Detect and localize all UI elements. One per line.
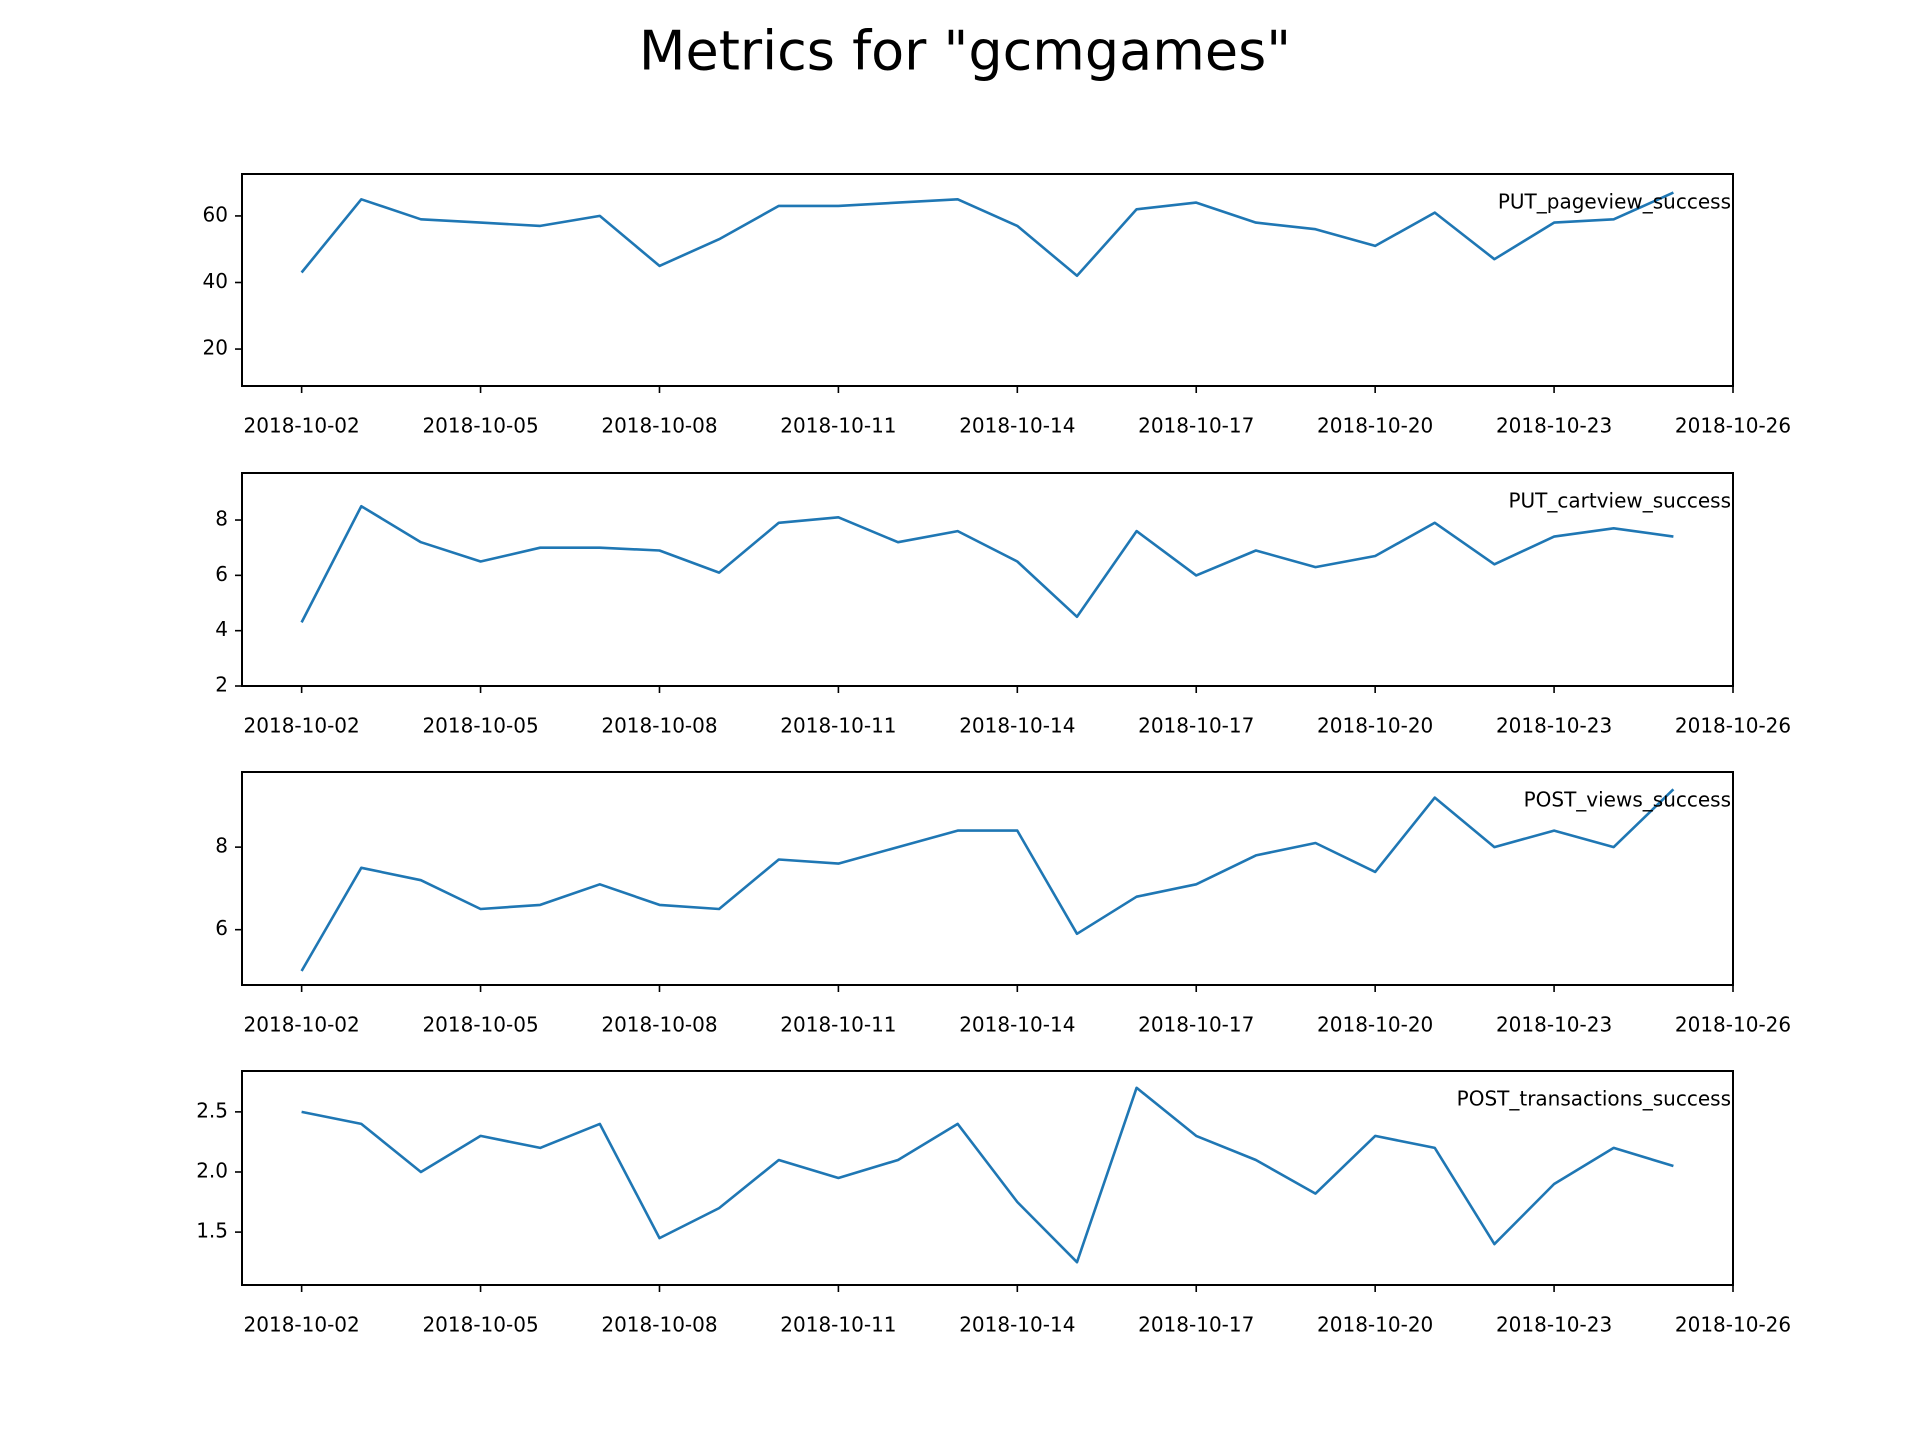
data-line	[300, 191, 1674, 278]
x-tick-label: 2018-10-14	[959, 714, 1075, 738]
x-tick-label: 2018-10-26	[1675, 1013, 1791, 1037]
x-tick-label: 2018-10-23	[1496, 1013, 1612, 1037]
y-tick-label: 2	[215, 673, 228, 697]
x-tick-label: 2018-10-14	[959, 1313, 1075, 1337]
x-tick-label: 2018-10-02	[244, 714, 360, 738]
x-tick-label: 2018-10-20	[1317, 414, 1433, 438]
subplot: POST_views_success 2018-10-02 2018-10-05 20…	[215, 771, 1791, 1037]
x-tick-label: 2018-10-20	[1317, 1013, 1433, 1037]
series-annotation: PUT_cartview_success	[1508, 489, 1731, 513]
x-tick-label: 2018-10-02	[244, 1013, 360, 1037]
axes-frame	[241, 472, 1734, 687]
data-line	[301, 1086, 1674, 1264]
y-tick-label: 2.5	[196, 1098, 228, 1122]
x-tick-label: 2018-10-17	[1138, 714, 1254, 738]
x-tick-label: 2018-10-08	[601, 414, 717, 438]
x-tick-label: 2018-10-17	[1138, 1313, 1254, 1337]
x-tick-label: 2018-10-14	[959, 1013, 1075, 1037]
x-tick-label: 2018-10-05	[422, 1313, 538, 1337]
x-tick-label: 2018-10-26	[1675, 414, 1791, 438]
y-tick-label: 8	[215, 834, 228, 858]
subplot: PUT_cartview_success 2018-10-02 2018-10-05…	[215, 472, 1791, 738]
series-annotation: POST_views_success	[1524, 788, 1731, 812]
y-tick-label: 6	[215, 916, 228, 940]
x-tick-label: 2018-10-05	[422, 414, 538, 438]
series-annotation: PUT_pageview_success	[1498, 190, 1731, 214]
x-tick-label: 2018-10-02	[244, 414, 360, 438]
x-tick-label: 2018-10-26	[1675, 1313, 1791, 1337]
x-tick-label: 2018-10-11	[780, 414, 896, 438]
x-tick-label: 2018-10-23	[1496, 414, 1612, 438]
x-tick-label: 2018-10-20	[1317, 1313, 1433, 1337]
x-tick-label: 2018-10-05	[422, 714, 538, 738]
x-tick-label: 2018-10-26	[1675, 714, 1791, 738]
x-tick-label: 2018-10-08	[601, 714, 717, 738]
axes-frame	[241, 1070, 1734, 1286]
y-tick-label: 2.0	[196, 1158, 228, 1182]
x-tick-label: 2018-10-08	[601, 1013, 717, 1037]
data-line	[300, 504, 1674, 623]
x-tick-label: 2018-10-23	[1496, 714, 1612, 738]
x-tick-label: 2018-10-11	[780, 1313, 896, 1337]
y-tick-label: 8	[215, 507, 228, 531]
figure-title: Metrics for "gcmgames"	[639, 20, 1291, 83]
subplot: POST_transactions_success 2018-10-02 2018-…	[196, 1070, 1791, 1337]
x-tick-label: 2018-10-23	[1496, 1313, 1612, 1337]
x-tick-label: 2018-10-14	[959, 414, 1075, 438]
data-line	[300, 788, 1675, 972]
x-tick-label: 2018-10-11	[780, 1013, 896, 1037]
x-tick-label: 2018-10-11	[780, 714, 896, 738]
x-tick-label: 2018-10-02	[244, 1313, 360, 1337]
y-tick-label: 60	[203, 202, 228, 226]
y-tick-label: 20	[203, 336, 228, 360]
y-tick-label: 4	[215, 617, 228, 641]
x-tick-label: 2018-10-05	[422, 1013, 538, 1037]
x-tick-label: 2018-10-17	[1138, 414, 1254, 438]
y-tick-label: 1.5	[196, 1219, 228, 1243]
axes-frame	[241, 173, 1734, 387]
axes-frame	[241, 771, 1734, 986]
y-tick-label: 6	[215, 562, 228, 586]
x-tick-label: 2018-10-20	[1317, 714, 1433, 738]
x-tick-label: 2018-10-08	[601, 1313, 717, 1337]
y-tick-label: 40	[203, 269, 228, 293]
series-annotation: POST_transactions_success	[1457, 1087, 1731, 1111]
subplot: PUT_pageview_success 2018-10-02 2018-10-05…	[203, 173, 1791, 438]
x-tick-label: 2018-10-17	[1138, 1013, 1254, 1037]
